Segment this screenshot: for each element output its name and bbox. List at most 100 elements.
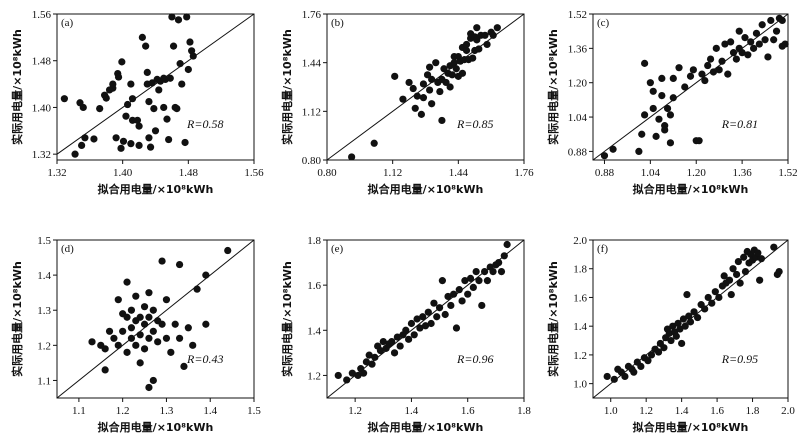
data-point	[752, 29, 761, 37]
data-point	[704, 61, 712, 70]
data-point	[736, 279, 744, 287]
data-point	[727, 290, 735, 299]
data-point	[741, 34, 749, 42]
data-point	[411, 104, 419, 112]
data-point	[105, 86, 114, 94]
data-point	[186, 38, 194, 46]
data-point	[145, 134, 153, 142]
data-point	[128, 95, 137, 103]
data-point	[469, 283, 477, 291]
y-tick-label: 1.12	[302, 106, 321, 118]
x-tick-label: 1.20	[687, 167, 707, 179]
data-point	[757, 255, 766, 263]
data-point	[450, 290, 458, 298]
data-point	[708, 299, 716, 307]
r-annotation: R=0.81	[721, 117, 758, 131]
data-point	[778, 16, 786, 25]
data-point	[462, 46, 471, 55]
r-annotation: R=0.96	[456, 352, 493, 366]
x-tick-label: 1.2	[348, 405, 362, 417]
data-point	[368, 360, 376, 368]
x-tick-label: 1.3	[160, 405, 174, 417]
data-point	[112, 134, 120, 142]
x-axis-label: 拟合用电量/×10⁸kWh	[98, 420, 214, 434]
data-point	[181, 138, 189, 147]
data-point	[413, 315, 421, 323]
data-point	[630, 368, 638, 376]
y-tick-label: 1.6	[307, 280, 321, 292]
data-point	[775, 268, 783, 276]
x-axis-label: 拟合用电量/×10⁸kWh	[98, 182, 214, 196]
data-point	[132, 341, 140, 349]
x-tick-label: 1.1	[72, 405, 86, 417]
data-point	[672, 332, 680, 340]
data-point	[683, 290, 691, 299]
data-point	[90, 135, 98, 143]
data-point	[447, 301, 455, 310]
data-point	[88, 338, 96, 346]
data-point	[136, 313, 144, 321]
x-axis-label: 拟合用电量/×10⁸kWh	[633, 420, 749, 434]
data-point	[149, 306, 157, 314]
data-point	[123, 278, 131, 286]
x-tick-label: 1.76	[514, 167, 534, 179]
data-point	[756, 276, 764, 284]
data-point	[409, 84, 417, 93]
r-annotation: R=0.58	[186, 117, 223, 131]
data-point	[348, 369, 356, 377]
x-tick-label: 1.4	[405, 405, 419, 417]
data-point	[416, 324, 424, 332]
data-point	[167, 348, 175, 356]
y-tick-label: 1.44	[302, 58, 322, 70]
data-point	[193, 285, 201, 293]
x-tick-label: 1.44	[449, 167, 469, 179]
data-point	[81, 134, 89, 142]
data-point	[348, 153, 356, 161]
data-point	[469, 54, 477, 62]
data-point	[770, 243, 778, 251]
data-point	[388, 337, 396, 346]
data-point	[669, 94, 677, 102]
y-axis-label: 实际用电量/×10⁸kWh	[10, 29, 24, 145]
data-point	[184, 65, 192, 74]
data-point	[101, 345, 109, 353]
data-point	[169, 42, 178, 50]
data-point	[145, 289, 153, 297]
data-point	[609, 145, 617, 153]
data-point	[105, 327, 114, 335]
r-annotation: R=0.95	[721, 352, 758, 366]
data-point	[473, 24, 481, 32]
data-point	[162, 296, 171, 304]
data-point	[764, 53, 772, 61]
data-point	[122, 112, 130, 120]
data-point	[365, 351, 373, 359]
data-point	[450, 59, 458, 67]
data-point	[359, 369, 368, 377]
data-point	[674, 319, 682, 327]
scatter-panel-1: 0.80 1.12 1.44 1.76 0.80 1.12 1.44 1.76 (b) R=0.8…	[280, 9, 534, 196]
x-tick-label: 0.88	[595, 167, 615, 179]
data-point	[666, 139, 675, 147]
data-point	[428, 75, 436, 83]
data-point	[114, 341, 122, 349]
y-tick-label: 1.5	[37, 235, 51, 247]
y-tick-label: 1.20	[568, 78, 588, 90]
data-point	[472, 268, 480, 276]
data-point	[391, 72, 399, 80]
data-point	[483, 40, 491, 49]
data-point	[171, 320, 179, 328]
data-point	[649, 87, 657, 95]
x-axis-label: 拟合用电量/×10⁸kWh	[633, 182, 749, 196]
x-tick-label: 1.36	[732, 167, 752, 179]
data-point	[721, 40, 729, 48]
data-point	[390, 349, 399, 357]
data-point	[770, 36, 778, 44]
panel-label: (e)	[331, 243, 344, 255]
y-tick-label: 1.8	[307, 235, 321, 247]
data-point	[183, 13, 191, 21]
data-point	[123, 348, 131, 356]
data-point	[146, 143, 155, 151]
data-point	[379, 337, 387, 346]
data-point	[732, 55, 740, 63]
data-point	[458, 69, 467, 77]
